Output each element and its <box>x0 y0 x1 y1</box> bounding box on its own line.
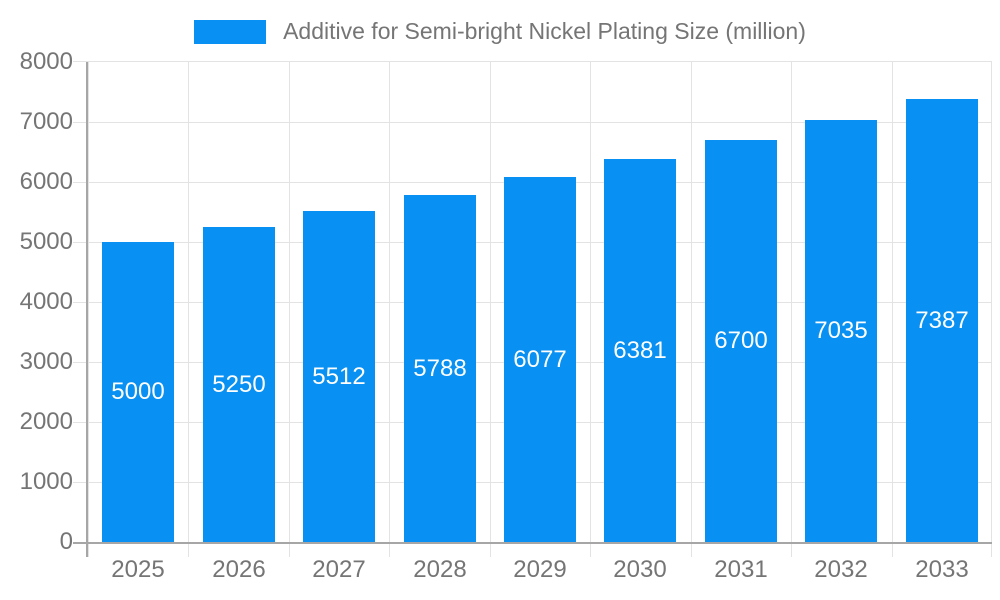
x-tick-label: 2032 <box>814 556 868 583</box>
bar-2026[interactable]: 5250 <box>203 227 275 542</box>
bar-2032[interactable]: 7035 <box>805 120 877 542</box>
bar-value-label: 5250 <box>212 370 266 398</box>
bar-value-label: 6077 <box>513 345 567 373</box>
y-tick-label: 2000 <box>19 408 73 435</box>
x-gridline <box>691 62 692 557</box>
y-tick-label: 4000 <box>19 288 73 315</box>
y-tick-label: 6000 <box>19 168 73 195</box>
bar-value-label: 7035 <box>814 317 868 344</box>
bar-2028[interactable]: 5788 <box>404 195 476 542</box>
y-gridline <box>73 61 992 62</box>
x-tick-label: 2026 <box>212 556 266 583</box>
x-gridline <box>991 62 992 557</box>
x-tick-label: 2025 <box>111 556 165 583</box>
bar-value-label: 5788 <box>413 354 467 382</box>
y-tick-label: 7000 <box>19 108 73 135</box>
x-tick-label: 2029 <box>513 556 567 583</box>
x-tick-label: 2031 <box>714 556 768 583</box>
x-gridline <box>892 62 893 557</box>
bar-2033[interactable]: 7387 <box>906 99 978 542</box>
x-gridline <box>88 62 89 557</box>
bar-value-label: 6700 <box>714 327 768 354</box>
x-gridline <box>590 62 591 557</box>
legend-swatch-icon <box>194 19 267 44</box>
x-axis-line <box>73 542 992 544</box>
bar-value-label: 5000 <box>111 378 165 405</box>
y-tick-label: 5000 <box>19 228 73 255</box>
bar-2031[interactable]: 6700 <box>705 140 777 542</box>
x-gridline <box>289 62 290 557</box>
x-tick-label: 2030 <box>613 556 667 583</box>
bar-2029[interactable]: 6077 <box>504 177 576 542</box>
x-tick-label: 2033 <box>915 556 969 583</box>
x-gridline <box>791 62 792 557</box>
y-tick-label: 3000 <box>19 348 73 375</box>
y-tick-label: 0 <box>59 528 73 555</box>
bar-value-label: 5512 <box>312 362 366 390</box>
y-gridline <box>73 122 992 123</box>
y-axis-line <box>86 62 88 557</box>
bar-value-label: 6381 <box>613 336 667 364</box>
chart-legend[interactable]: Additive for Semi-bright Nickel Plating … <box>0 18 1000 45</box>
x-gridline <box>490 62 491 557</box>
x-tick-label: 2027 <box>312 556 366 583</box>
x-gridline <box>389 62 390 557</box>
bar-2025[interactable]: 5000 <box>102 242 174 542</box>
y-tick-label: 8000 <box>19 48 73 75</box>
bar-value-label: 7387 <box>915 306 969 334</box>
y-tick-label: 1000 <box>19 468 73 495</box>
x-gridline <box>188 62 189 557</box>
x-tick-label: 2028 <box>413 556 467 583</box>
plot-area: 5000 5250 5512 5788 6077 6381 6700 7035 7387 0 10… <box>20 50 992 583</box>
bar-2027[interactable]: 5512 <box>303 211 375 542</box>
legend-label: Additive for Semi-bright Nickel Plating … <box>283 18 806 44</box>
bar-2030[interactable]: 6381 <box>604 159 676 542</box>
